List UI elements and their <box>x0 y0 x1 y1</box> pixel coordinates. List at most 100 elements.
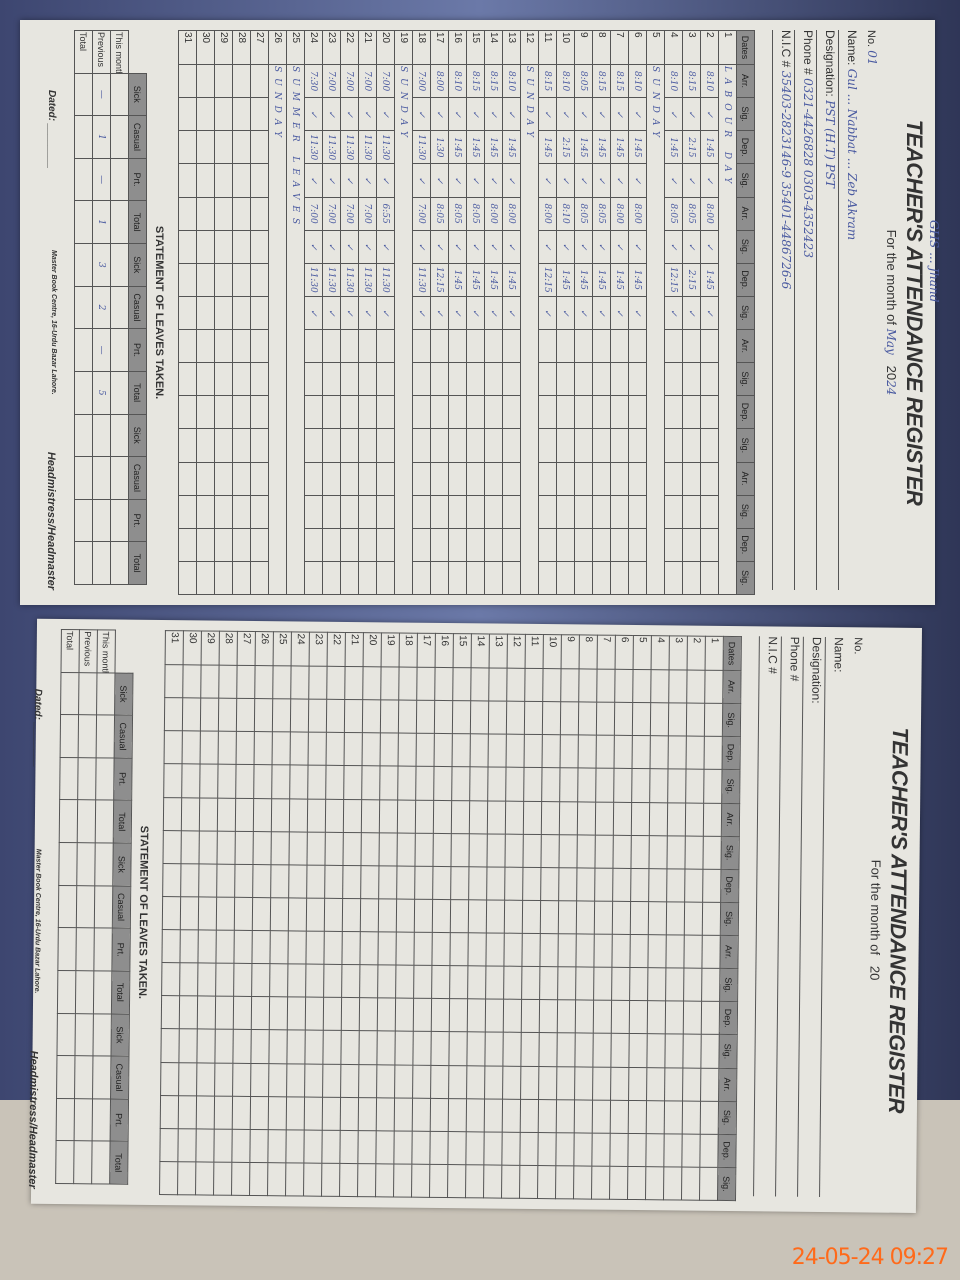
time-cell[interactable] <box>236 665 256 699</box>
time-cell[interactable]: 8:00 <box>700 197 719 231</box>
signature-cell[interactable] <box>468 899 487 933</box>
leave-cell[interactable] <box>110 200 129 244</box>
time-cell[interactable] <box>304 528 323 562</box>
signature-cell[interactable] <box>664 1034 684 1068</box>
signature-cell[interactable] <box>394 1031 414 1065</box>
signature-cell[interactable] <box>232 296 251 330</box>
signature-cell[interactable] <box>520 1032 540 1067</box>
signature-cell[interactable] <box>250 362 269 396</box>
signature-cell[interactable] <box>199 764 219 798</box>
signature-cell[interactable] <box>556 1099 575 1133</box>
time-cell[interactable] <box>614 735 633 769</box>
time-cell[interactable] <box>250 1062 269 1097</box>
signature-cell[interactable] <box>196 1029 216 1063</box>
signature-cell[interactable]: ✓ <box>484 97 503 131</box>
time-cell[interactable] <box>686 736 705 770</box>
signature-cell[interactable] <box>233 963 252 997</box>
signature-cell[interactable] <box>358 362 377 396</box>
time-cell[interactable]: 11:30 <box>376 130 395 164</box>
time-cell[interactable]: 8:05 <box>430 197 449 231</box>
time-cell[interactable] <box>178 130 197 164</box>
time-cell[interactable] <box>358 1064 377 1098</box>
time-cell[interactable] <box>627 1133 647 1167</box>
time-cell[interactable] <box>416 667 436 701</box>
time-cell[interactable] <box>434 733 453 767</box>
time-cell[interactable] <box>560 734 579 769</box>
signature-cell[interactable] <box>322 561 341 595</box>
signature-cell[interactable] <box>485 966 504 1000</box>
time-cell[interactable] <box>199 797 218 831</box>
time-cell[interactable] <box>683 935 703 969</box>
leave-cell[interactable] <box>75 927 95 971</box>
time-cell[interactable] <box>538 1066 557 1100</box>
signature-cell[interactable] <box>254 698 273 732</box>
time-cell[interactable] <box>556 462 575 496</box>
time-cell[interactable]: 8:10 <box>664 64 683 98</box>
time-cell[interactable] <box>560 668 580 703</box>
time-cell[interactable] <box>218 731 237 765</box>
time-cell[interactable] <box>632 669 652 703</box>
time-cell[interactable] <box>487 800 506 834</box>
time-cell[interactable]: 1:45 <box>502 130 521 164</box>
time-cell[interactable] <box>699 1133 719 1168</box>
leave-cell[interactable] <box>78 714 97 758</box>
time-cell[interactable] <box>465 1131 485 1165</box>
time-cell[interactable] <box>555 1132 575 1166</box>
time-cell[interactable] <box>573 1132 593 1166</box>
time-cell[interactable] <box>467 932 487 967</box>
time-cell[interactable] <box>214 1062 233 1096</box>
signature-cell[interactable] <box>270 897 289 931</box>
signature-cell[interactable] <box>196 561 215 595</box>
signature-cell[interactable] <box>649 769 669 803</box>
time-cell[interactable] <box>340 395 359 429</box>
time-cell[interactable] <box>360 865 379 899</box>
time-cell[interactable] <box>341 931 361 965</box>
signature-cell[interactable] <box>684 835 704 869</box>
signature-cell[interactable] <box>358 495 377 529</box>
time-cell[interactable] <box>250 462 269 496</box>
time-cell[interactable] <box>178 462 197 496</box>
signature-cell[interactable]: ✓ <box>376 163 395 197</box>
time-cell[interactable] <box>412 462 431 496</box>
time-cell[interactable] <box>340 528 359 562</box>
time-cell[interactable] <box>195 1128 215 1162</box>
time-cell[interactable] <box>452 733 471 768</box>
signature-cell[interactable] <box>376 428 395 462</box>
signature-cell[interactable] <box>321 1163 340 1197</box>
time-cell[interactable] <box>557 999 576 1034</box>
signature-cell[interactable] <box>430 362 449 396</box>
time-cell[interactable] <box>648 868 667 902</box>
signature-cell[interactable] <box>322 495 341 529</box>
time-cell[interactable] <box>448 1065 467 1099</box>
signature-cell[interactable]: ✓ <box>340 296 359 330</box>
time-cell[interactable] <box>431 932 451 966</box>
leave-cell[interactable] <box>58 885 77 928</box>
time-cell[interactable]: 8:05 <box>448 197 467 231</box>
time-cell[interactable] <box>682 329 701 363</box>
signature-cell[interactable] <box>664 1100 683 1134</box>
signature-cell[interactable]: ✓ <box>556 296 575 330</box>
signature-cell[interactable] <box>159 1161 178 1195</box>
signature-cell[interactable] <box>250 561 269 595</box>
time-cell[interactable] <box>340 1063 359 1098</box>
signature-cell[interactable]: ✓ <box>448 230 467 264</box>
time-cell[interactable] <box>559 801 578 835</box>
signature-cell[interactable]: ✓ <box>304 97 323 131</box>
time-cell[interactable] <box>182 664 202 699</box>
time-cell[interactable] <box>649 802 668 836</box>
time-cell[interactable] <box>214 130 233 164</box>
signature-cell[interactable] <box>178 1095 197 1129</box>
time-cell[interactable] <box>542 668 562 702</box>
time-cell[interactable] <box>196 197 215 231</box>
signature-cell[interactable] <box>178 362 197 396</box>
time-cell[interactable] <box>593 1000 612 1034</box>
signature-cell[interactable] <box>466 561 485 595</box>
time-cell[interactable] <box>592 1066 611 1100</box>
time-cell[interactable] <box>700 1067 719 1102</box>
signature-cell[interactable] <box>308 699 327 733</box>
time-cell[interactable] <box>506 734 525 768</box>
signature-cell[interactable] <box>538 1099 557 1133</box>
time-cell[interactable]: 11:30 <box>304 130 323 164</box>
signature-cell[interactable] <box>232 561 251 595</box>
time-cell[interactable] <box>251 996 270 1031</box>
